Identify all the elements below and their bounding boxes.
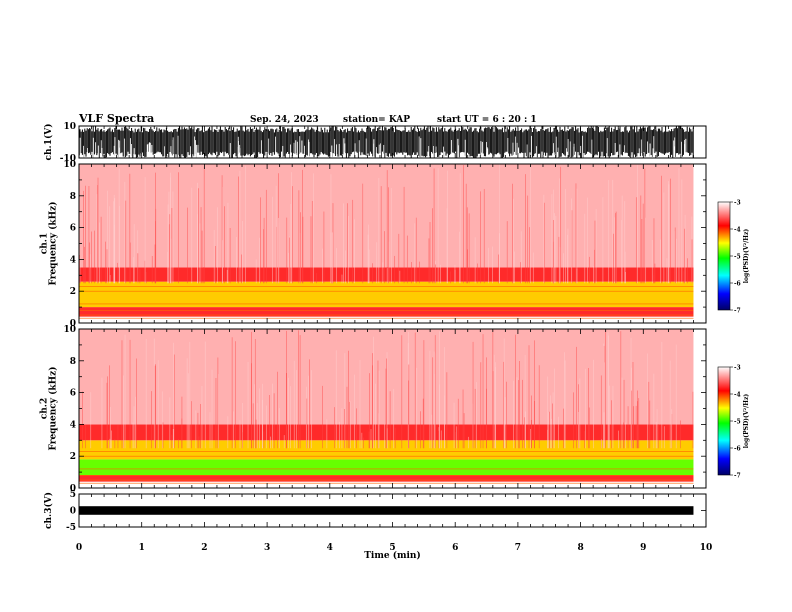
y-tick-label: 8 [70,192,76,202]
colorbar-tick-label: -3 [734,365,741,372]
ch2-colorbar: -3 -4 -5 -6 -7 log(PSD)(V²/Hz) [717,365,750,480]
y-tick-label: -5 [66,523,76,533]
y-tick-label: 4 [70,255,76,265]
spectrogram-band [79,459,694,476]
y-tick-label: 10 [63,122,76,132]
y-axis-label: Frequency (kHz) [48,366,59,450]
y-tick-label: 2 [70,452,76,462]
x-tick-label: 0 [76,543,82,553]
y-axis-label: ch.2 [40,398,50,419]
y-tick-label: 0 [70,484,76,494]
x-tick-label: 3 [264,543,270,553]
y-tick-label: 10 [63,160,76,170]
y-tick-label: 6 [70,224,76,234]
ch2-spectrogram-panel: 0 2 4 6 8 10 ch.2 Frequency (kHz) [40,325,707,494]
colorbar-tick-label: -6 [734,446,741,453]
x-tick-label: 5 [389,543,395,553]
waveform-band [79,506,694,515]
y-axis-label: ch.3(V) [43,492,54,529]
station-label: station= KAP [343,115,410,125]
spectrogram-band [79,481,694,488]
colorbar-tick-label: -5 [734,254,741,261]
x-tick-label: 1 [139,543,145,553]
y-tick-label: 6 [70,389,76,399]
x-tick-label: 4 [327,543,333,553]
colorbar-tick-label: -3 [734,200,741,207]
colorbar-gradient [717,201,731,311]
y-tick-label: 4 [70,420,76,430]
spectrogram-band [79,316,694,323]
colorbar-tick-label: -7 [734,308,741,315]
colorbar-label: log(PSD)(V²/Hz) [743,394,750,449]
y-tick-label: 2 [70,287,76,297]
spectrogram-band [79,267,694,282]
ch3-waveform-panel: 5 0 -5 ch.3(V) [43,490,707,533]
y-axis-label: Frequency (kHz) [48,201,59,285]
y-axis-label: ch.1(V) [43,124,54,161]
figure-title: VLF Spectra [78,112,154,125]
y-tick-label: 0 [70,319,76,329]
colorbar-tick-label: -5 [734,419,741,426]
start-time-label: start UT = 6 : 20 : 1 [437,115,537,125]
colorbar-tick-label: -7 [734,473,741,480]
ch1-waveform-panel: 10 -10 ch.1(V) [43,122,707,164]
y-tick-label: 10 [63,325,76,335]
y-tick-label: 0 [70,507,76,517]
spectrogram-band [79,307,694,317]
ch1-spectrogram-panel: 0 2 4 6 8 10 ch.1 Frequency (kHz) [40,160,707,329]
x-tick-label: 6 [452,543,458,553]
y-axis-label: ch.1 [40,233,50,254]
x-tick-label: 8 [577,543,583,553]
ch1-colorbar: -3 -4 -5 -6 -7 log(PSD)(V²/Hz) [717,200,750,315]
x-tick-label: 7 [515,543,521,553]
colorbar-gradient [717,366,731,476]
x-tick-label: 9 [640,543,646,553]
colorbar-tick-label: -6 [734,281,741,288]
date-label: Sep. 24, 2023 [250,115,319,125]
spectrogram-band [79,475,694,482]
x-axis-label: Time (min) [364,550,421,561]
spectrogram-band [79,164,694,268]
colorbar-tick-label: -4 [734,227,741,234]
x-tick-label: 2 [201,543,207,553]
x-tick-label: 10 [700,543,713,553]
spectrogram-band [79,440,694,460]
time-axis: 0 1 2 3 4 5 6 7 8 9 10 Time (min) [76,543,712,561]
y-tick-label: 5 [70,490,76,500]
y-tick-label: 8 [70,357,76,367]
colorbar-tick-label: -4 [734,392,741,399]
y-tick-label: -10 [60,154,76,164]
spectrogram-band [79,281,694,308]
colorbar-label: log(PSD)(V²/Hz) [743,229,750,284]
